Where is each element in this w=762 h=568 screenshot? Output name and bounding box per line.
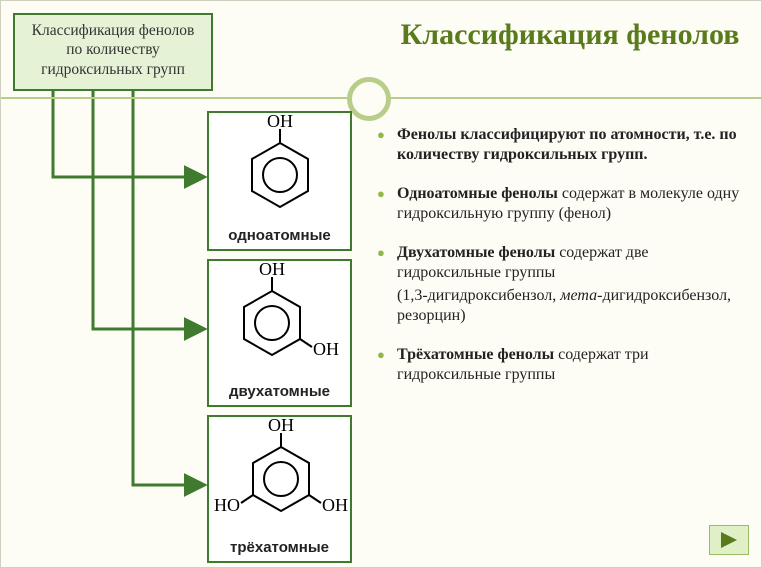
play-icon	[718, 530, 740, 550]
diagram-arrows	[13, 87, 213, 567]
structure-triatomic: OH OH HO трёхатомные	[207, 415, 352, 563]
bullet-sub: (1,3-дигидроксибензол, мета-дигидроксибе…	[397, 286, 747, 327]
svg-text:OH: OH	[313, 339, 339, 359]
bullet-item: Одноатомные фенолы содержат в молекуле о…	[377, 184, 747, 225]
bullet-lead: Трёхатомные фенолы	[397, 346, 554, 363]
benzene-oh-2-icon: OH OH	[210, 263, 350, 383]
svg-text:HO: HO	[214, 495, 240, 515]
bullet-sub-italic: мета-	[560, 287, 602, 304]
benzene-oh-3-icon: OH OH HO	[209, 419, 354, 539]
bullet-text: Фенолы классифицируют по атомности, т.е.…	[397, 126, 737, 163]
slide: Классификация фенолов Классификация фено…	[0, 0, 762, 568]
structure-label: одноатомные	[209, 227, 350, 248]
bullet-item: Фенолы классифицируют по атомности, т.е.…	[377, 125, 747, 166]
svg-text:OH: OH	[259, 263, 285, 279]
benzene-oh-1-icon: OH	[220, 115, 340, 227]
svg-text:OH: OH	[322, 495, 348, 515]
bullet-item: Двухатомные фенолы содержат две гидрокси…	[377, 243, 747, 327]
next-slide-button[interactable]	[709, 525, 749, 555]
bullet-lead: Двухатомные фенолы	[397, 244, 555, 261]
bullet-lead: Одноатомные фенолы	[397, 185, 558, 202]
bullet-sub-pre: (1,3-дигидроксибензол,	[397, 287, 560, 304]
svg-text:OH: OH	[267, 115, 293, 131]
structure-monoatomic: OH одноатомные	[207, 111, 352, 251]
slide-title: Классификация фенолов	[397, 17, 743, 53]
svg-text:OH: OH	[268, 419, 294, 435]
structure-diatomic: OH OH двухатомные	[207, 259, 352, 407]
structure-label: двухатомные	[209, 383, 350, 404]
structure-label: трёхатомные	[209, 539, 350, 560]
accent-ring-icon	[347, 77, 391, 121]
bullet-list: Фенолы классифицируют по атомности, т.е.…	[377, 125, 747, 404]
bullet-item: Трёхатомные фенолы содержат три гидрокси…	[377, 345, 747, 386]
diagram-root-box: Классификация фенолов по количеству гидр…	[13, 13, 213, 91]
